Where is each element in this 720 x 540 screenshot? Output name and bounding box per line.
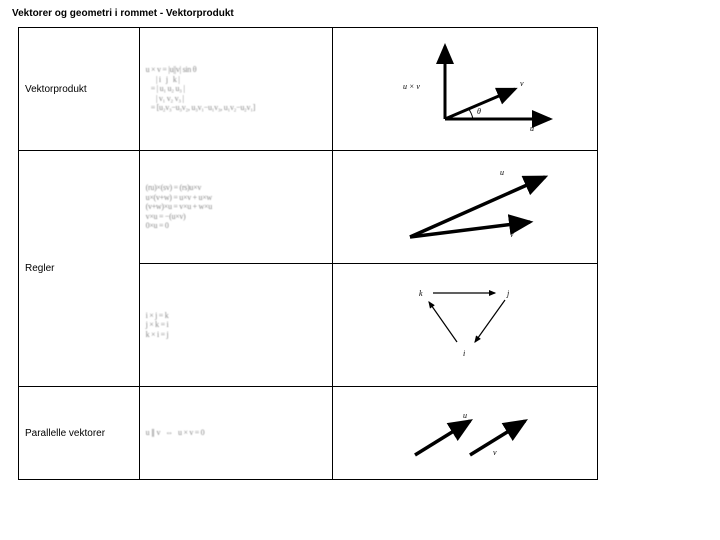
lbl-theta: θ [477,107,481,116]
diagram-cell-2: u v [333,151,598,264]
lbl-v4: v [493,448,497,457]
diagram-two-vectors: u v [355,157,575,257]
content-table: Vektorprodukt u × v = |u||v| sin θ | i j… [18,27,598,480]
diagram-cell-4: u v [333,387,598,480]
lbl-u1: u [530,124,534,133]
diagram-crossproduct: u × v v u θ [355,34,575,144]
label-parallelle: Parallelle vektorer [19,387,140,480]
formula-cell-4: u ∥ v ⇔ u × v = 0 [139,387,333,480]
formula-crossproduct: u × v = |u||v| sin θ | i j k | = | u₁ u₂… [146,65,327,113]
lbl-uxv: u × v [403,82,420,91]
lbl-k: k [419,289,423,298]
diagram-cell-1: u × v v u θ [333,28,598,151]
formula-ijk: i × j = k j × k = i k × i = j [146,311,327,340]
formula-cell-3: i × j = k j × k = i k × i = j [139,264,333,387]
lbl-u4: u [463,411,467,420]
formula-cell-2: (ru)×(sv) = (rs)u×v u×(v+w) = u×v + u×w … [139,151,333,264]
formula-rules: (ru)×(sv) = (rs)u×v u×(v+w) = u×v + u×w … [146,183,327,231]
diagram-ijk-triangle: k j i [355,270,575,380]
row3-label: Parallelle vektorer [25,428,105,439]
lbl-u2: u [500,168,504,177]
label-regler: Regler [19,151,140,387]
lbl-v1: v [520,79,524,88]
row2-label: Regler [25,263,54,274]
lbl-j: j [506,289,510,298]
formula-cell-1: u × v = |u||v| sin θ | i j k | = | u₁ u₂… [139,28,333,151]
diagram-cell-3: k j i [333,264,598,387]
lbl-i: i [463,349,465,358]
page-title: Vektorer og geometri i rommet - Vektorpr… [12,8,712,19]
diagram-parallel: u v [355,393,575,473]
row1-label: Vektorprodukt [25,84,87,95]
formula-parallel: u ∥ v ⇔ u × v = 0 [146,428,327,438]
label-vektorprodukt: Vektorprodukt [19,28,140,151]
lbl-v2: v [510,230,514,239]
